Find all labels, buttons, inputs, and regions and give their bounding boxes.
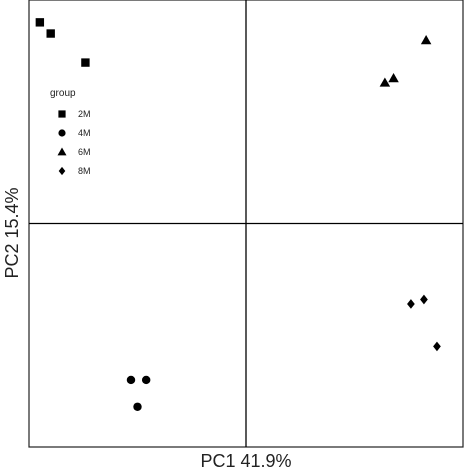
- point-2M-3: [81, 58, 90, 67]
- legend-label-6M: 6M: [78, 147, 91, 157]
- legend-label-2M: 2M: [78, 109, 91, 119]
- y-axis-title: PC2 15.4%: [2, 187, 22, 278]
- point-8M-3: [433, 341, 441, 352]
- point-4M-1: [126, 375, 136, 385]
- point-6M-1: [379, 77, 391, 87]
- legend-title: group: [50, 88, 76, 99]
- legend-key-2M: [58, 110, 66, 118]
- x-axis-title: PC1 41.9%: [200, 451, 291, 470]
- legend-key-4M: [58, 129, 66, 137]
- point-2M-2: [46, 29, 55, 38]
- legend-label-4M: 4M: [78, 128, 91, 138]
- point-6M-2: [388, 72, 399, 83]
- point-8M-2: [420, 294, 428, 305]
- data-points: [35, 18, 441, 411]
- point-4M-2: [141, 375, 151, 385]
- point-6M-3: [420, 34, 432, 45]
- legend-label-8M: 8M: [78, 166, 91, 176]
- legend-key-6M: [57, 147, 67, 156]
- legend-key-8M: [58, 166, 66, 176]
- point-8M-1: [407, 299, 415, 309]
- point-4M-3: [133, 402, 142, 411]
- point-2M-1: [35, 18, 45, 27]
- legend: group 2M 4M 6M 8M: [50, 88, 91, 176]
